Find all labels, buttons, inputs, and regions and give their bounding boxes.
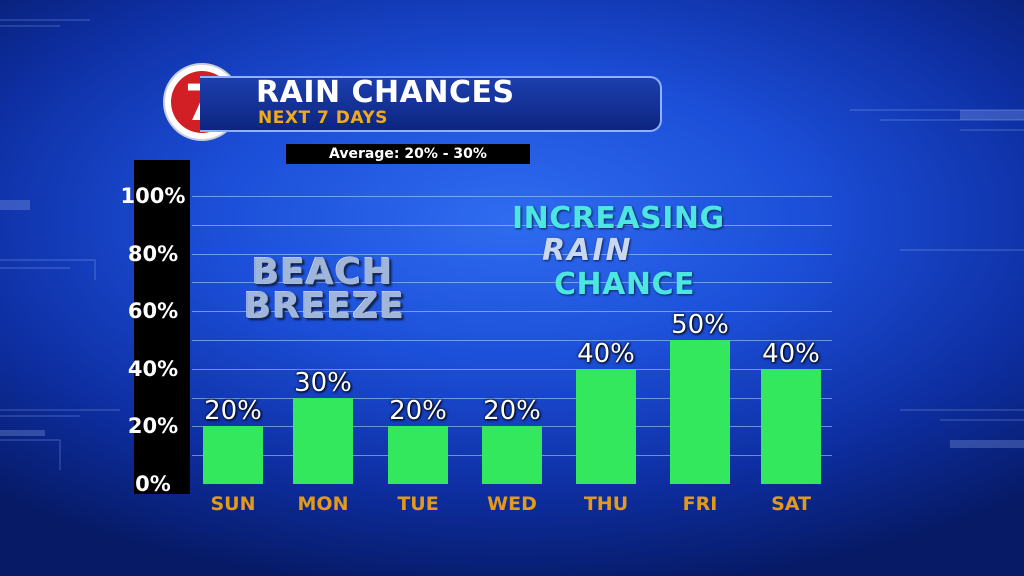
gridline bbox=[192, 369, 832, 370]
x-tick-label: SAT bbox=[771, 493, 811, 515]
chart-subtitle: NEXT 7 DAYS bbox=[258, 108, 388, 128]
increasing-line2: RAIN bbox=[542, 233, 633, 268]
x-tick-label: MON bbox=[297, 493, 349, 515]
data-label: 40% bbox=[577, 339, 635, 369]
beach-breeze-line2: BREEZE bbox=[244, 286, 406, 327]
chart-title: RAIN CHANCES bbox=[256, 75, 515, 110]
data-label: 40% bbox=[762, 339, 820, 369]
x-tick-label: SUN bbox=[210, 493, 256, 515]
gridline bbox=[192, 340, 832, 341]
y-tick-label: 0% bbox=[135, 472, 171, 496]
y-tick-label: 40% bbox=[127, 357, 179, 381]
gridline bbox=[192, 398, 832, 399]
y-tick-label: 100% bbox=[120, 184, 186, 208]
y-tick-label: 60% bbox=[127, 299, 179, 323]
gridline bbox=[192, 282, 832, 283]
y-tick-label: 20% bbox=[127, 414, 179, 438]
average-note: Average: 20% - 30% bbox=[286, 144, 530, 164]
y-tick-label: 80% bbox=[127, 242, 179, 266]
y-axis-strip bbox=[134, 160, 190, 494]
x-tick-label: THU bbox=[583, 493, 629, 515]
x-tick-label: WED bbox=[487, 493, 537, 515]
gridline bbox=[192, 311, 832, 312]
increasing-line1: INCREASING bbox=[512, 201, 725, 236]
bar-thu bbox=[576, 369, 636, 484]
bar-wed bbox=[482, 426, 542, 484]
gridline bbox=[192, 225, 832, 226]
data-label: 20% bbox=[204, 396, 262, 426]
gridline bbox=[192, 254, 832, 255]
bar-sat bbox=[761, 369, 821, 484]
data-label: 50% bbox=[671, 310, 729, 340]
beach-breeze-line1: BEACH bbox=[252, 252, 394, 293]
bar-fri bbox=[670, 340, 730, 484]
title-banner bbox=[200, 76, 662, 132]
data-label: 20% bbox=[389, 396, 447, 426]
gridline bbox=[192, 196, 832, 197]
x-tick-label: FRI bbox=[682, 493, 718, 515]
data-label: 30% bbox=[294, 368, 352, 398]
x-tick-label: TUE bbox=[397, 493, 439, 515]
bar-sun bbox=[203, 426, 263, 484]
bar-mon bbox=[293, 398, 353, 484]
bar-tue bbox=[388, 426, 448, 484]
increasing-line3: CHANCE bbox=[554, 267, 695, 302]
data-label: 20% bbox=[483, 396, 541, 426]
